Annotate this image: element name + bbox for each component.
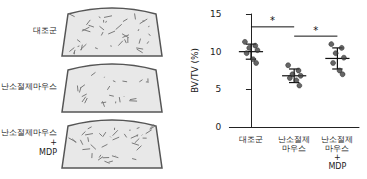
svg-text:마우스: 마우스 (325, 144, 349, 153)
svg-text:대조군: 대조군 (239, 135, 263, 144)
svg-text:난소절제마우스: 난소절제마우스 (1, 128, 57, 137)
svg-text:10: 10 (210, 47, 222, 57)
svg-text:*: * (313, 25, 318, 36)
svg-text:대조군: 대조군 (33, 26, 57, 35)
svg-text:*: * (270, 15, 275, 26)
svg-text:마우스: 마우스 (282, 144, 306, 153)
svg-text:5: 5 (216, 84, 222, 94)
svg-text:난소절제: 난소절제 (321, 135, 353, 144)
svg-text:난소절제: 난소절제 (278, 135, 310, 144)
svg-text:0: 0 (216, 122, 222, 132)
svg-text:BV/TV (%): BV/TV (%) (190, 48, 200, 93)
svg-text:난소절제마우스: 난소절제마우스 (1, 82, 57, 91)
svg-text:15: 15 (210, 9, 221, 19)
svg-text:+: + (50, 138, 57, 147)
svg-text:+: + (334, 153, 341, 162)
svg-text:MDP: MDP (39, 148, 57, 157)
svg-text:MDP: MDP (328, 162, 346, 171)
